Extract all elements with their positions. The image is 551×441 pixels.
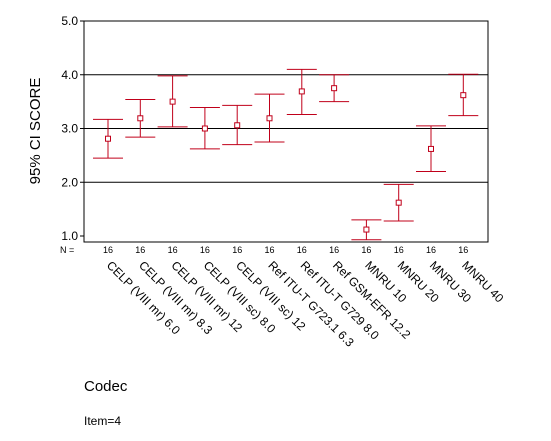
- n-row: N = 16 16 16 16 16 16 16 16 16 16 16 16: [60, 245, 468, 255]
- n-value: 16: [458, 245, 468, 255]
- n-value: 16: [361, 245, 371, 255]
- n-row-label: N =: [60, 245, 74, 255]
- mean-marker: [169, 98, 176, 105]
- mean-marker: [201, 125, 208, 132]
- plot-frame: [83, 20, 489, 243]
- n-value: 16: [329, 245, 339, 255]
- mean-marker: [331, 85, 338, 92]
- n-value: 16: [200, 245, 210, 255]
- y-tick-label: 5.0: [61, 14, 78, 28]
- mean-marker: [395, 199, 402, 206]
- y-tick-label: 4.0: [61, 68, 78, 82]
- mean-marker: [266, 115, 273, 122]
- n-value: 16: [394, 245, 404, 255]
- n-value: 16: [103, 245, 113, 255]
- n-value: 16: [135, 245, 145, 255]
- y-tick-label: 3.0: [61, 122, 78, 136]
- y-tick-label: 1.0: [61, 229, 78, 243]
- mean-marker: [137, 115, 144, 122]
- mean-marker: [363, 226, 370, 233]
- n-value: 16: [426, 245, 436, 255]
- x-axis-title: Codec: [84, 378, 128, 395]
- y-axis: 1.0 2.0 3.0 4.0 5.0: [61, 14, 84, 243]
- mean-marker: [298, 88, 305, 95]
- n-value: 16: [168, 245, 178, 255]
- item-note: Item=4: [84, 414, 122, 428]
- gridlines: [84, 74, 488, 183]
- n-value: 16: [232, 245, 242, 255]
- n-value: 16: [264, 245, 274, 255]
- n-value: 16: [297, 245, 307, 255]
- mean-marker: [105, 135, 111, 142]
- y-tick-label: 2.0: [61, 175, 78, 189]
- error-bar-series: [93, 68, 479, 241]
- mean-marker: [428, 145, 434, 152]
- y-axis-title: 95% CI SCORE: [27, 78, 44, 185]
- mean-marker: [460, 92, 467, 99]
- mean-marker: [234, 122, 241, 129]
